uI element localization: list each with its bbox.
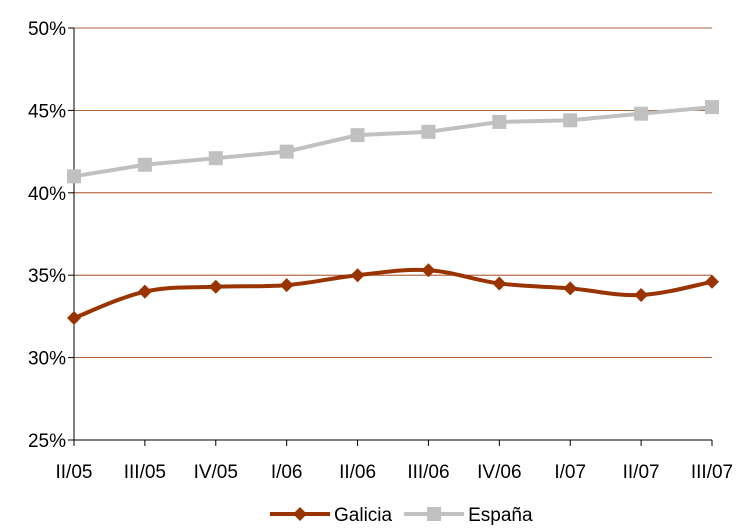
y-tick-label: 25% — [28, 431, 66, 452]
data-point-galicia — [208, 279, 223, 294]
x-tick-label: I/07 — [554, 462, 586, 483]
legend-label: Galicia — [334, 505, 393, 526]
data-point-galicia — [705, 274, 719, 289]
data-point-espana — [563, 113, 578, 128]
data-point-espana — [705, 100, 719, 115]
data-point-galicia — [634, 287, 649, 302]
data-point-galicia — [421, 263, 436, 278]
data-point-espana — [350, 128, 365, 143]
series-layer — [67, 100, 719, 326]
legend-marker — [293, 507, 307, 521]
legend-item-galicia: Galicia — [270, 505, 393, 526]
data-point-galicia — [67, 311, 81, 326]
y-tick-label: 50% — [28, 19, 66, 40]
data-point-espana — [634, 106, 649, 121]
x-tick-label: II/07 — [623, 462, 660, 483]
data-point-galicia — [279, 278, 294, 293]
x-tick-label: III/06 — [407, 462, 449, 483]
data-point-espana — [67, 169, 81, 184]
legend: Galicia España — [270, 505, 533, 526]
x-tick-label: I/06 — [271, 462, 303, 483]
y-tick-label: 40% — [28, 184, 66, 205]
legend-label: España — [468, 505, 533, 526]
y-tick-label: 35% — [28, 266, 66, 287]
y-tick-label: 45% — [28, 101, 66, 122]
gridlines — [74, 27, 712, 359]
series-galicia — [67, 263, 719, 326]
data-point-galicia — [137, 284, 152, 299]
legend-item-espana: España — [404, 505, 533, 526]
x-tick-label: IV/06 — [477, 462, 521, 483]
data-point-espana — [492, 114, 507, 129]
data-point-galicia — [492, 276, 507, 291]
y-axis: 25% 30% 35% 40% 45% 50% — [28, 19, 75, 452]
series-line-espana — [73, 105, 713, 179]
x-tick-label: IV/05 — [194, 462, 238, 483]
series-espana — [67, 100, 719, 184]
data-point-galicia — [563, 281, 578, 296]
x-tick-label: III/05 — [124, 462, 166, 483]
x-axis: II/05 III/05 IV/05 I/06 II/06 III/06 IV/06 I/07… — [56, 439, 733, 483]
series-line-galicia — [73, 267, 713, 320]
data-point-espana — [279, 144, 294, 159]
data-point-espana — [137, 157, 152, 172]
legend-marker — [427, 507, 442, 521]
data-point-espana — [421, 124, 436, 139]
x-tick-label: III/07 — [691, 462, 733, 483]
y-tick-label: 30% — [28, 349, 66, 370]
x-tick-label: II/06 — [339, 462, 376, 483]
x-tick-label: II/05 — [56, 462, 93, 483]
data-point-galicia — [350, 268, 365, 283]
data-point-espana — [208, 151, 223, 166]
